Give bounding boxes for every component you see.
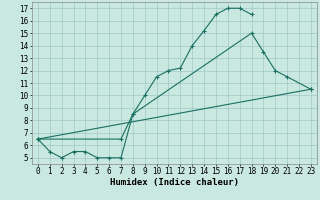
X-axis label: Humidex (Indice chaleur): Humidex (Indice chaleur) — [110, 178, 239, 187]
